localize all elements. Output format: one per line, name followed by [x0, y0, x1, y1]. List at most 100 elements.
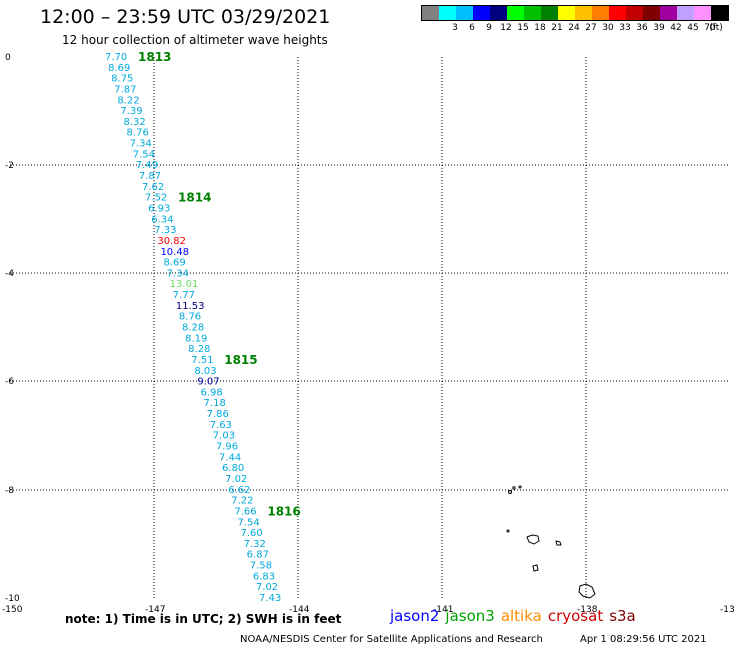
swh-value: 7.66	[234, 506, 256, 517]
y-tick-label: -2	[5, 161, 14, 171]
swh-value: 8.75	[111, 74, 133, 85]
color-legend: 3 6 9 12 15 18 21 24 27 30 33 36 39 42 45 70 (ft)	[421, 5, 729, 35]
x-tick-label: -13	[720, 605, 735, 615]
swh-value: 7.39	[120, 106, 142, 117]
swh-value: 7.52	[145, 193, 167, 204]
island	[512, 486, 516, 490]
swh-value: 6.62	[228, 485, 250, 496]
swh-value: 7.62	[142, 182, 164, 193]
swh-value: 9.07	[197, 377, 219, 388]
swh-value: 30.82	[157, 236, 186, 247]
swh-value: 7.87	[114, 84, 136, 95]
y-tick-label: -8	[5, 486, 14, 496]
swh-value: 8.19	[185, 333, 207, 344]
legend-swatch	[490, 6, 507, 20]
swh-value: 7.63	[210, 420, 232, 431]
swh-value: 7.51	[191, 355, 213, 366]
legend-swatch	[541, 6, 558, 20]
generated-timestamp: Apr 1 08:29:56 UTC 2021	[580, 634, 707, 645]
x-tick-label: -138	[577, 605, 598, 615]
swh-value: 7.87	[139, 171, 161, 182]
legend-swatch	[677, 6, 694, 20]
swh-value: 7.86	[207, 409, 229, 420]
swh-value: 11.53	[176, 301, 205, 312]
swh-value: 7.70	[105, 52, 127, 63]
swh-value: 7.43	[259, 593, 281, 604]
legend-swatch	[592, 6, 609, 20]
island	[526, 534, 540, 545]
island	[578, 583, 596, 599]
swh-value: 7.60	[241, 528, 263, 539]
legend-swatch	[609, 6, 626, 20]
footer-note: note: 1) Time is in UTC; 2) SWH is in fe…	[65, 612, 342, 626]
swh-value: 8.28	[182, 323, 204, 334]
swh-value: 7.34	[130, 139, 152, 150]
swh-value: 6.80	[222, 463, 244, 474]
satellite-name: jason3	[445, 607, 495, 625]
time-labels: 1813 1814 1815 1816	[138, 50, 301, 518]
time-label: 1813	[138, 50, 171, 64]
legend-label: 6	[469, 23, 475, 33]
x-tick-label: -150	[2, 605, 23, 615]
swh-value: 7.96	[216, 442, 238, 453]
x-tick-label: -141	[433, 605, 453, 615]
credit: NOAA/NESDIS Center for Satellite Applica…	[240, 634, 543, 645]
legend-label: 18	[534, 23, 546, 33]
satellite-name: s3a	[609, 607, 636, 625]
legend-label: 12	[500, 23, 512, 33]
legend-label: 45	[687, 23, 699, 33]
map-frame	[9, 56, 731, 599]
x-tick-label: -144	[289, 605, 310, 615]
legend-swatch	[660, 6, 677, 20]
islands	[506, 485, 596, 599]
y-tick-label: -6	[5, 377, 14, 387]
legend-swatch	[473, 6, 490, 20]
time-label: 1816	[267, 504, 300, 518]
time-label: 1814	[178, 191, 211, 205]
swh-value: 7.22	[231, 496, 253, 507]
legend-label: 42	[670, 23, 682, 33]
legend-label: 30	[602, 23, 614, 33]
legend-swatch	[558, 6, 575, 20]
swh-value: 13.01	[170, 279, 199, 290]
swh-value: 7.77	[173, 290, 195, 301]
legend-label: 3	[452, 23, 458, 33]
legend-label: 36	[636, 23, 648, 33]
swh-value: 6.87	[247, 550, 269, 561]
altimeter-track: 7.708.698.757.878.227.398.328.767.347.54…	[105, 52, 281, 604]
graticule	[9, 56, 731, 599]
swh-value: 7.18	[204, 398, 226, 409]
swh-value: 6.34	[151, 214, 173, 225]
legend-swatch	[456, 6, 473, 20]
island	[532, 564, 539, 572]
legend-label: 70	[704, 23, 716, 33]
island	[506, 529, 510, 533]
satellite-name: jason2	[390, 607, 440, 625]
legend-label: 9	[486, 23, 492, 33]
swh-value: 8.03	[194, 366, 216, 377]
swh-value: 7.34	[167, 268, 189, 279]
island	[518, 485, 522, 489]
swh-value: 8.28	[188, 344, 210, 355]
swh-value: 8.69	[108, 63, 130, 74]
swh-value: 7.32	[244, 539, 266, 550]
legend-swatch	[422, 6, 439, 20]
legend-swatch	[694, 6, 711, 20]
swh-value: 7.58	[250, 561, 272, 572]
axis-ticks: -150 -147 -144 -141 -138 -13 0 -2 -4 -6 -8 -10	[2, 53, 735, 615]
legend-label: 21	[551, 23, 563, 33]
time-label: 1815	[224, 353, 257, 367]
legend-label: 27	[585, 23, 597, 33]
legend-label: 33	[619, 23, 631, 33]
legend-swatch	[575, 6, 592, 20]
swh-value: 6.98	[200, 387, 222, 398]
swh-value: 7.03	[213, 431, 235, 442]
swh-value: 8.22	[117, 95, 139, 106]
legend-label: 24	[568, 23, 580, 33]
legend-swatch	[711, 6, 728, 20]
swh-value: 8.76	[179, 312, 201, 323]
satellite-name: altika	[500, 607, 542, 625]
swh-value: 7.49	[136, 160, 158, 171]
legend-swatch	[524, 6, 541, 20]
